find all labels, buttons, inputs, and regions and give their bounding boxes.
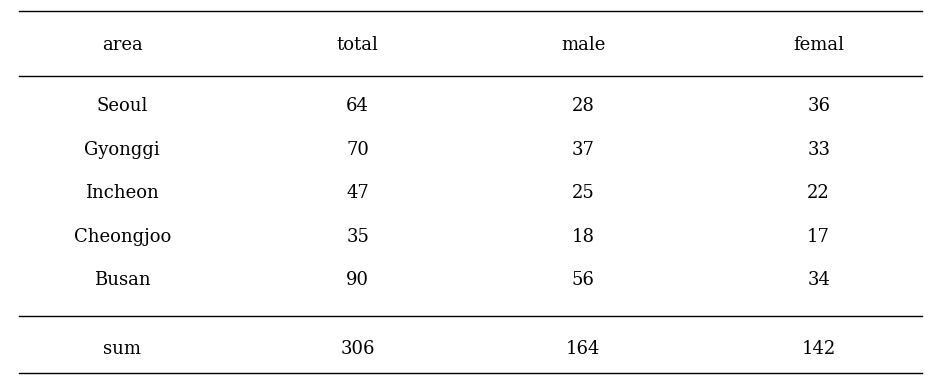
Text: Busan: Busan xyxy=(94,271,151,290)
Text: male: male xyxy=(561,36,606,55)
Text: Seoul: Seoul xyxy=(97,97,148,115)
Text: total: total xyxy=(337,36,378,55)
Text: 70: 70 xyxy=(346,141,369,159)
Text: 17: 17 xyxy=(807,228,830,246)
Text: 22: 22 xyxy=(807,184,830,202)
Text: Cheongjoo: Cheongjoo xyxy=(73,228,171,246)
Text: 56: 56 xyxy=(572,271,595,290)
Text: 36: 36 xyxy=(807,97,830,115)
Text: 25: 25 xyxy=(572,184,595,202)
Text: Incheon: Incheon xyxy=(86,184,159,202)
Text: Gyonggi: Gyonggi xyxy=(85,141,160,159)
Text: 47: 47 xyxy=(346,184,369,202)
Text: 37: 37 xyxy=(572,141,595,159)
Text: 142: 142 xyxy=(802,340,836,358)
Text: 18: 18 xyxy=(572,228,595,246)
Text: 34: 34 xyxy=(807,271,830,290)
Text: 64: 64 xyxy=(346,97,369,115)
Text: 28: 28 xyxy=(572,97,595,115)
Text: area: area xyxy=(102,36,143,55)
Text: 35: 35 xyxy=(346,228,369,246)
Text: femal: femal xyxy=(793,36,844,55)
Text: 306: 306 xyxy=(341,340,375,358)
Text: 164: 164 xyxy=(566,340,600,358)
Text: 90: 90 xyxy=(346,271,369,290)
Text: sum: sum xyxy=(104,340,141,358)
Text: 33: 33 xyxy=(807,141,830,159)
